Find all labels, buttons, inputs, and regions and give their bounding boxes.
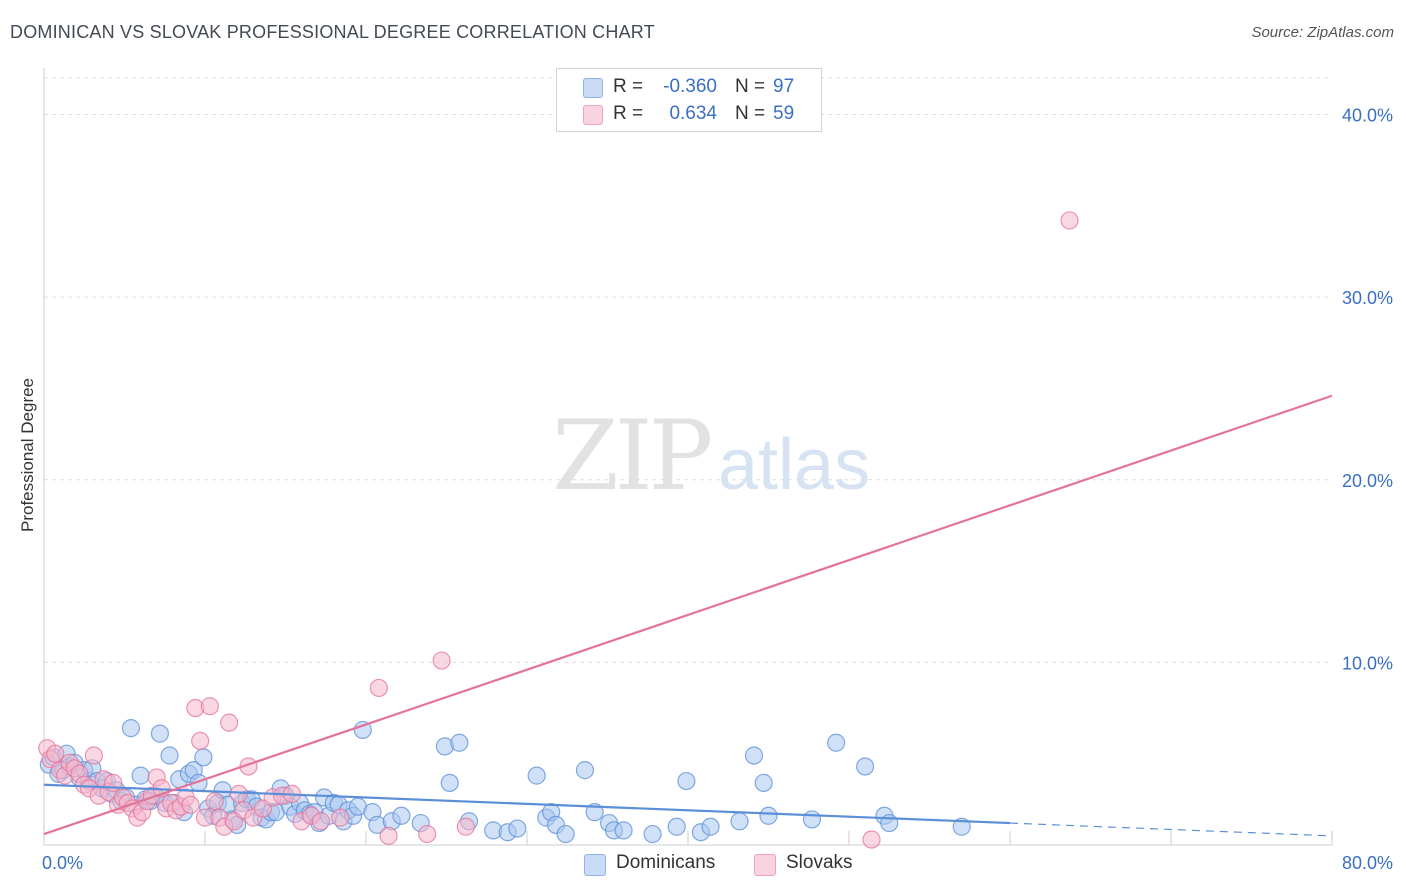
point-slovaks [46,744,65,763]
y-tick-label: 30.0% [1342,288,1393,308]
point-dominicans [827,733,846,752]
legend-swatch-dominicans [583,78,603,98]
point-dominicans [556,824,575,844]
point-slovaks [200,697,219,716]
point-dominicans [194,748,213,767]
point-dominicans [150,724,170,743]
point-slovaks [181,795,200,814]
point-slovaks [229,784,248,803]
point-dominicans [855,757,875,776]
point-dominicans [440,773,459,793]
point-slovaks [862,830,881,849]
point-dominicans [392,806,411,825]
point-dominicans [527,766,546,785]
point-dominicans [450,733,469,752]
trendline-dashed-dominicans [1009,822,1333,837]
y-tick-label: 40.0% [1342,106,1393,126]
point-dominicans [952,817,971,836]
x-tick-label: 80.0% [1342,853,1393,873]
point-slovaks [84,746,104,765]
point-slovaks [104,773,123,793]
legend-row-dominicans: R = -0.360 N = 97 [557,73,821,101]
legend-n-value: 59 [773,103,795,124]
chart-title: DOMINICAN VS SLOVAK PROFESSIONAL DEGREE … [10,22,655,42]
point-slovaks [456,817,475,836]
point-dominicans [744,746,764,765]
point-dominicans [121,719,141,738]
legend-r-value: 0.634 [669,103,717,124]
point-dominicans [754,773,773,793]
legend-r-label: R = [613,103,644,124]
series-swatch-dominicans [584,854,606,876]
point-dominicans [353,720,372,740]
source-label: Source: ZipAtlas.com [1251,24,1394,41]
point-dominicans [667,817,686,836]
point-slovaks [311,812,331,831]
y-tick-label: 20.0% [1342,471,1393,491]
legend-r-value: -0.360 [663,76,717,97]
legend-n-value: 97 [773,76,795,97]
watermark-zip: ZIP [552,400,713,512]
series-label-slovaks: Slovaks [786,852,853,873]
point-slovaks [369,678,388,698]
point-dominicans [585,803,604,822]
series-legend: Dominicans Slovaks [0,852,1406,878]
series-swatch-slovaks [754,854,776,876]
point-dominicans [677,771,696,791]
point-dominicans [701,817,720,836]
point-dominicans [759,806,778,825]
point-dominicans [160,746,179,765]
y-tick-label: 10.0% [1342,653,1393,673]
point-slovaks [205,792,224,811]
point-slovaks [331,808,350,827]
point-slovaks [1060,211,1079,230]
x-tick-label: 0.0% [42,853,83,873]
legend-n-label: N = [735,76,766,97]
point-dominicans [575,761,595,780]
point-dominicans [131,766,150,785]
legend-r-label: R = [613,76,644,97]
point-slovaks [220,713,239,732]
legend-row-slovaks: R = 0.634 N = 59 [557,100,821,128]
point-dominicans [643,824,662,844]
point-dominicans [614,821,633,840]
correlation-legend: R = -0.360 N = 97 R = 0.634 N = 59 [556,68,822,132]
watermark-atlas: atlas [718,425,871,505]
point-dominicans [730,812,749,831]
point-slovaks [191,731,210,751]
point-dominicans [802,810,822,829]
legend-swatch-slovaks [583,105,603,125]
legend-n-label: N = [735,103,766,124]
point-slovaks [432,651,451,670]
series-label-dominicans: Dominicans [616,852,716,873]
trendline-dominicans [43,783,1011,825]
point-slovaks [379,826,398,845]
point-dominicans [508,819,527,838]
point-slovaks [418,824,437,844]
trendline-slovaks [43,394,1333,836]
